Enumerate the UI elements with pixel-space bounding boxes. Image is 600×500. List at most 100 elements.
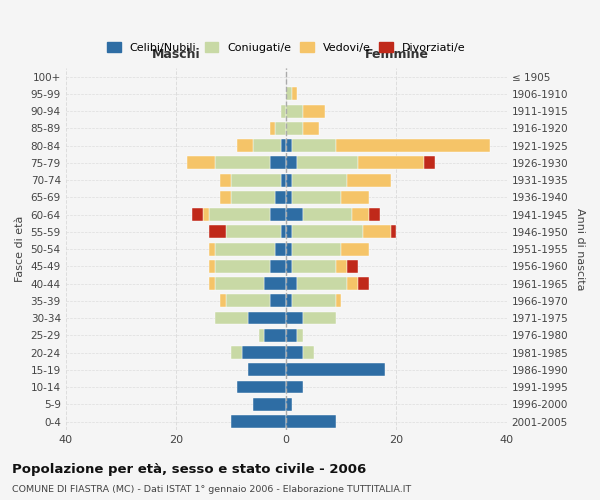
Text: Femmine: Femmine xyxy=(364,48,428,61)
Bar xyxy=(303,104,325,118)
Bar xyxy=(281,174,286,186)
Bar xyxy=(297,329,303,342)
Bar xyxy=(297,277,347,290)
Bar xyxy=(264,329,286,342)
Bar xyxy=(286,208,303,221)
Bar xyxy=(286,312,303,324)
Bar xyxy=(347,260,358,273)
Bar xyxy=(215,312,248,324)
Bar xyxy=(364,226,391,238)
Bar xyxy=(193,208,203,221)
Bar xyxy=(336,260,347,273)
Bar xyxy=(209,226,226,238)
Bar xyxy=(292,191,341,204)
Bar xyxy=(220,191,231,204)
Bar xyxy=(347,277,358,290)
Bar xyxy=(236,139,253,152)
Bar xyxy=(341,242,369,256)
Bar xyxy=(281,104,286,118)
Bar xyxy=(231,191,275,204)
Bar xyxy=(292,260,336,273)
Text: COMUNE DI FIASTRA (MC) - Dati ISTAT 1° gennaio 2006 - Elaborazione TUTTITALIA.IT: COMUNE DI FIASTRA (MC) - Dati ISTAT 1° g… xyxy=(12,486,411,494)
Bar xyxy=(275,242,286,256)
Bar xyxy=(275,191,286,204)
Bar xyxy=(215,277,264,290)
Bar xyxy=(286,242,292,256)
Bar xyxy=(292,294,336,308)
Bar xyxy=(242,346,286,359)
Bar xyxy=(286,277,297,290)
Bar xyxy=(336,294,341,308)
Bar xyxy=(231,174,281,186)
Text: Maschi: Maschi xyxy=(152,48,200,61)
Bar xyxy=(231,415,286,428)
Bar xyxy=(286,191,292,204)
Bar xyxy=(286,156,297,170)
Bar xyxy=(286,329,297,342)
Bar xyxy=(286,226,292,238)
Bar xyxy=(336,139,490,152)
Bar xyxy=(231,346,242,359)
Bar xyxy=(286,88,292,101)
Bar xyxy=(253,139,281,152)
Bar xyxy=(209,260,215,273)
Bar xyxy=(341,191,369,204)
Bar xyxy=(264,277,286,290)
Bar xyxy=(187,156,215,170)
Bar xyxy=(220,174,231,186)
Bar xyxy=(292,139,336,152)
Bar xyxy=(292,226,364,238)
Text: Popolazione per età, sesso e stato civile - 2006: Popolazione per età, sesso e stato civil… xyxy=(12,462,366,475)
Bar xyxy=(292,88,297,101)
Bar xyxy=(391,226,397,238)
Bar xyxy=(286,294,292,308)
Bar xyxy=(286,380,303,394)
Bar xyxy=(253,398,286,410)
Bar xyxy=(269,260,286,273)
Bar xyxy=(286,174,292,186)
Bar xyxy=(286,398,292,410)
Bar xyxy=(292,174,347,186)
Bar xyxy=(226,226,281,238)
Bar xyxy=(286,415,336,428)
Bar xyxy=(281,139,286,152)
Bar xyxy=(281,226,286,238)
Bar xyxy=(303,312,336,324)
Bar xyxy=(286,104,303,118)
Bar xyxy=(269,122,275,135)
Bar xyxy=(303,346,314,359)
Bar xyxy=(303,122,319,135)
Bar xyxy=(209,277,215,290)
Bar xyxy=(297,156,358,170)
Bar xyxy=(236,380,286,394)
Bar xyxy=(286,364,385,376)
Bar xyxy=(303,208,352,221)
Bar xyxy=(292,242,341,256)
Bar xyxy=(215,260,269,273)
Y-axis label: Anni di nascita: Anni di nascita xyxy=(575,208,585,290)
Bar xyxy=(358,277,369,290)
Bar xyxy=(269,156,286,170)
Bar xyxy=(220,294,226,308)
Bar xyxy=(259,329,264,342)
Bar xyxy=(209,242,215,256)
Bar xyxy=(286,346,303,359)
Legend: Celibi/Nubili, Coniugati/e, Vedovi/e, Divorziati/e: Celibi/Nubili, Coniugati/e, Vedovi/e, Di… xyxy=(103,38,469,57)
Bar xyxy=(203,208,209,221)
Y-axis label: Fasce di età: Fasce di età xyxy=(15,216,25,282)
Bar xyxy=(269,294,286,308)
Bar xyxy=(347,174,391,186)
Bar xyxy=(369,208,380,221)
Bar xyxy=(248,312,286,324)
Bar xyxy=(275,122,286,135)
Bar xyxy=(248,364,286,376)
Bar xyxy=(215,156,269,170)
Bar xyxy=(226,294,269,308)
Bar xyxy=(209,208,269,221)
Bar xyxy=(286,139,292,152)
Bar xyxy=(424,156,435,170)
Bar xyxy=(286,260,292,273)
Bar xyxy=(358,156,424,170)
Bar xyxy=(215,242,275,256)
Bar xyxy=(352,208,369,221)
